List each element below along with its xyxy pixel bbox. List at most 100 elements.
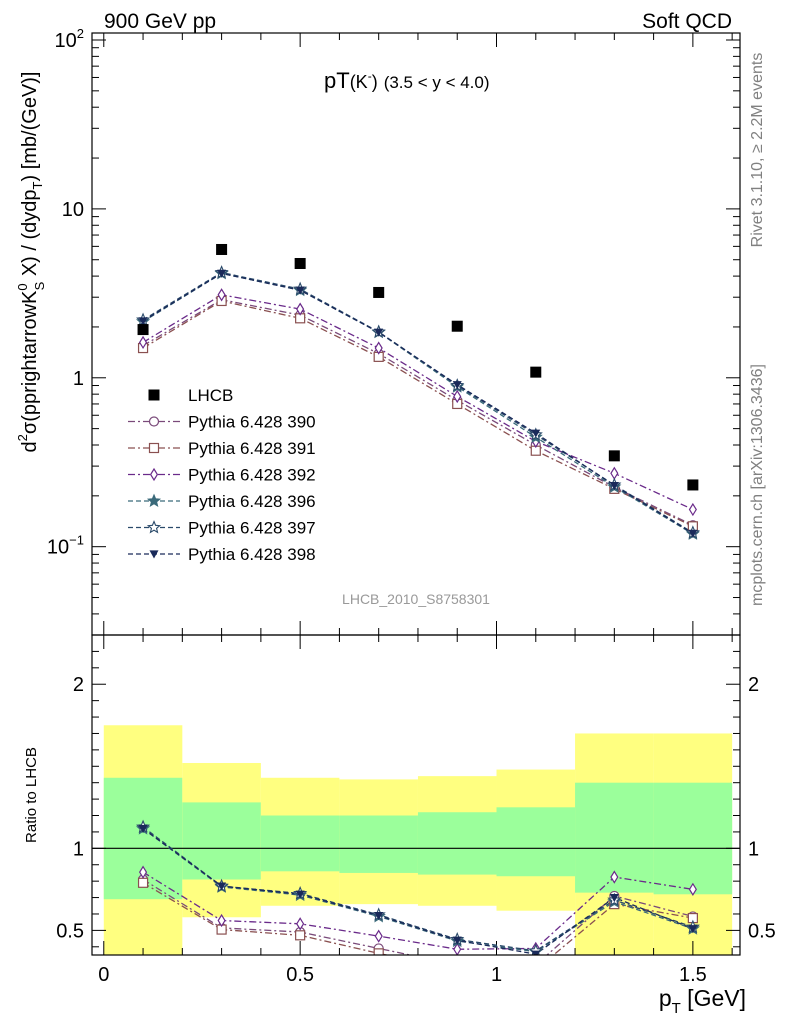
- series-point-diamond: [374, 341, 383, 355]
- xlabel-p: p: [659, 985, 672, 1011]
- series-point-diamond: [688, 502, 697, 517]
- series-line-circle: [142, 299, 694, 526]
- legend: LHCB Pythia 6.428 390 Pythia 6.428 391 Pyth…: [128, 386, 316, 564]
- title-pt: pT: [324, 68, 350, 93]
- legend-marker: [146, 520, 162, 534]
- xlabel-sub: T: [672, 1000, 681, 1017]
- series-point-triangle-down: [609, 481, 619, 491]
- series-line-square: [142, 300, 694, 527]
- ratio-ytick-label: 2: [73, 674, 84, 696]
- uncertainty-band-inner: [653, 782, 733, 895]
- main-ylabel: d2σ(pprightarrowK0 S X) / (dydpT) [mb/(Ge…: [15, 71, 47, 452]
- ratio-panel: 0.5 0.5 1 1 2 2 0 0.5 1 1.5: [56, 635, 776, 986]
- data-point: [137, 324, 149, 336]
- ratio-ytick-label-right: 2: [748, 674, 759, 696]
- title-range: (3.5 < y < 4.0): [384, 73, 490, 92]
- ratio-point-diamond: [688, 882, 697, 897]
- data-point: [687, 479, 699, 491]
- title-particle-sup: -: [368, 69, 372, 83]
- ratio-point-square: [373, 948, 384, 955]
- analysis-watermark: LHCB_2010_S8758301: [342, 591, 490, 607]
- series-point-diamond: [296, 302, 305, 316]
- series-line-star-open: [142, 271, 694, 534]
- ratio-point-diamond: [374, 929, 383, 943]
- data-point: [216, 243, 228, 255]
- ratio-point-triangle-down: [609, 893, 619, 903]
- header-left: 900 GeV pp: [104, 10, 216, 33]
- data-point: [451, 320, 463, 332]
- ratio-point-square: [295, 930, 306, 941]
- ratio-xlabel: pT [GeV]: [659, 985, 746, 1017]
- ratio-line-star: [142, 828, 694, 953]
- uncertainty-band-inner: [417, 812, 497, 875]
- legend-marker: [148, 442, 160, 454]
- ratio-xtick-label: 1: [491, 964, 502, 986]
- series-point-diamond: [217, 288, 226, 302]
- ratio-xtick-label: 1.5: [679, 964, 707, 986]
- series-point-triangle-down: [374, 328, 384, 337]
- main-ytick-label: 10: [62, 199, 84, 221]
- ratio-point-circle: [453, 960, 462, 969]
- rivet-label: Rivet 3.1.10, ≥ 2.2M events: [749, 53, 766, 248]
- legend-label: Pythia 6.428 391: [188, 439, 316, 458]
- ylabel-b: σ(pprightarrowK: [19, 290, 41, 434]
- ratio-point-square: [137, 877, 149, 888]
- tick-exp: 2: [77, 26, 84, 41]
- series-point-triangle-down: [452, 381, 462, 390]
- ratio-line-triangle-down: [142, 828, 694, 955]
- series-point-triangle-down: [295, 286, 305, 295]
- ratio-ytick-label: 1: [73, 838, 84, 860]
- tick-base: 1: [73, 368, 84, 390]
- ratio-xtick-label: 0: [98, 964, 109, 986]
- ratio-point-square: [453, 965, 462, 974]
- uncertainty-band-inner: [496, 807, 576, 877]
- legend-marker: [146, 493, 162, 508]
- legend-marker: [149, 550, 159, 559]
- ratio-point-triangle-down: [688, 925, 698, 934]
- ratio-ytick-label-right: 1: [748, 838, 759, 860]
- data-point: [608, 450, 620, 462]
- title-particle-close: ): [372, 72, 378, 92]
- series-point-triangle-down: [531, 429, 541, 438]
- main-ytick-label: 102: [55, 26, 84, 52]
- ratio-point-triangle-down: [452, 936, 462, 945]
- uncertainty-band-inner: [182, 802, 261, 880]
- data-point: [294, 257, 306, 269]
- ratio-ytick-label: 0.5: [56, 920, 84, 942]
- ratio-point-diamond: [296, 917, 305, 931]
- tick-base: 10: [47, 537, 69, 559]
- data-point: [373, 286, 385, 298]
- ratio-point-triangle-down: [374, 912, 384, 921]
- legend-label: LHCB: [188, 386, 233, 405]
- ylabel-c-sub: T: [30, 181, 45, 189]
- ylabel-a: d: [19, 441, 41, 452]
- ratio-point-triangle-down: [295, 890, 305, 899]
- ratio-point-triangle-down: [531, 950, 541, 955]
- main-series-layer: [135, 243, 700, 540]
- title-particle: (K: [350, 72, 368, 92]
- data-point: [530, 366, 542, 378]
- legend-label: Pythia 6.428 397: [188, 519, 316, 538]
- ratio-ytick-label-right: 0.5: [748, 920, 776, 942]
- ratio-ylabel: Ratio to LHCB: [23, 747, 40, 843]
- uncertainty-band-inner: [339, 815, 418, 873]
- tick-exp: −1: [69, 533, 84, 548]
- main-ytick-label: 1: [73, 368, 84, 390]
- legend-label: Pythia 6.428 398: [188, 545, 316, 564]
- ratio-point-square: [531, 965, 540, 974]
- ratio-line-diamond: [142, 871, 693, 950]
- ylabel-b-sup: 0: [15, 283, 30, 290]
- ylabel-d: ) [mb/(GeV)]: [19, 71, 41, 181]
- ratio-point-diamond: [217, 913, 226, 928]
- legend-label: Pythia 6.428 392: [188, 466, 316, 485]
- series-point-triangle-down: [217, 269, 227, 278]
- series-line-triangle-down: [142, 272, 694, 534]
- uncertainty-band-inner: [260, 815, 340, 872]
- ylabel-b-sub: S: [32, 281, 47, 290]
- ratio-series-layer: [135, 819, 700, 974]
- ratio-line-star-open: [142, 826, 694, 952]
- legend-marker: [149, 467, 159, 482]
